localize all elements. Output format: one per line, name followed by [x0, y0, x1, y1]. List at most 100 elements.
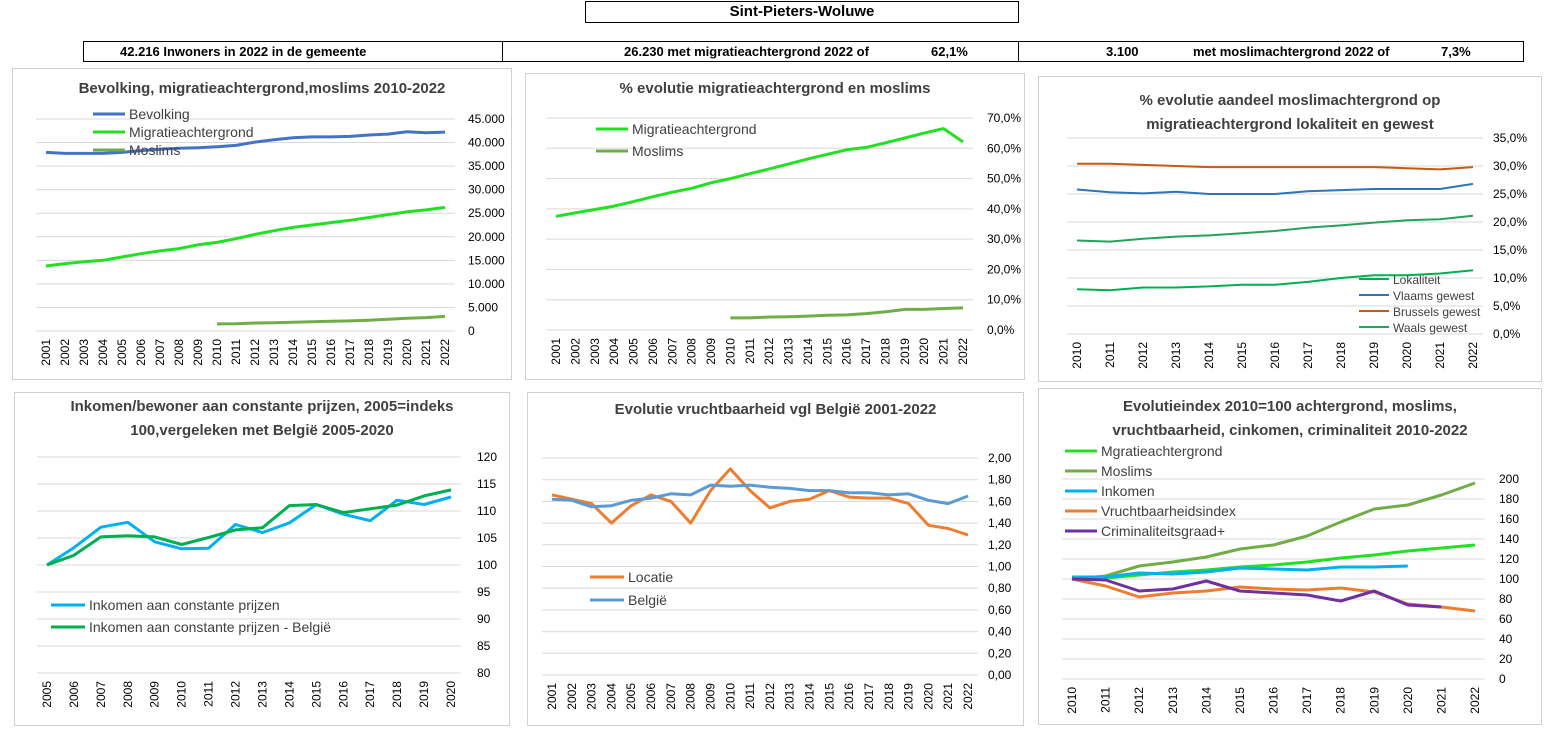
y-tick-label: 10.000 [468, 277, 505, 291]
y-tick-label: 85 [477, 639, 491, 653]
y-tick-label: 40.000 [468, 136, 505, 150]
y-tick-label: 0,80 [988, 581, 1012, 595]
x-tick-label: 2015 [309, 681, 323, 708]
moslim-pct: 7,3% [1441, 44, 1471, 59]
y-tick-label: 0,60 [988, 603, 1012, 617]
x-tick-label: 2021 [419, 339, 433, 366]
x-tick-label: 2014 [1202, 342, 1216, 369]
y-tick-label: 140 [1499, 532, 1519, 546]
y-tick-label: 110 [477, 504, 496, 518]
y-tick-label: 20.000 [468, 230, 505, 244]
x-tick-label: 2020 [1400, 342, 1414, 369]
y-tick-label: 60,0% [987, 141, 1021, 155]
y-tick-label: 30,0% [987, 232, 1021, 246]
legend-label: Inkomen aan constante prijzen - België [89, 619, 331, 635]
x-tick-label: 2014 [803, 683, 817, 710]
y-tick-label: 1,00 [988, 560, 1012, 574]
x-tick-label: 2013 [1169, 342, 1183, 369]
x-tick-label: 2021 [1433, 342, 1447, 369]
x-tick-label: 2004 [96, 339, 110, 366]
x-tick-label: 2022 [956, 338, 970, 365]
y-tick-label: 20 [1499, 652, 1513, 666]
chart-vruchtbaarheid: 0,00 0,20 0,40 0,60 0,80 1,00 1,20 1,40 1,60 1,80… [542, 451, 1012, 710]
y-tick-label: 40,0% [987, 202, 1021, 216]
y-tick-label: 105 [477, 531, 497, 545]
x-tick-label: 2017 [862, 683, 876, 710]
x-tick-label: 2020 [1401, 687, 1415, 714]
x-tick-label: 2019 [902, 683, 916, 710]
x-tick-label: 2013 [782, 338, 796, 365]
x-tick-label: 2016 [842, 683, 856, 710]
x-tick-label: 2021 [941, 683, 955, 710]
x-tick-label: 2012 [248, 339, 262, 366]
y-tick-label: 30,0% [1493, 159, 1527, 173]
y-tick-label: 15.000 [468, 253, 505, 267]
x-tick-label: 2007 [153, 339, 167, 366]
x-tick-label: 2021 [1434, 687, 1448, 714]
y-tick-label: 0,00 [988, 668, 1012, 682]
x-tick-label: 2018 [362, 339, 376, 366]
x-tick-label: 2005 [115, 339, 129, 366]
x-tick-label: 2018 [878, 338, 892, 365]
y-tick-label: 20,0% [987, 262, 1021, 276]
chart-title: % evolutie migratieachtergrond en moslim… [619, 80, 931, 97]
x-tick-label: 2006 [646, 338, 660, 365]
series-line [46, 488, 452, 567]
x-tick-label: 2014 [282, 681, 296, 708]
x-tick-label: 2004 [604, 683, 618, 710]
chart-title: Evolutie vruchtbaarheid vgl België 2001-… [614, 401, 937, 418]
chart-aandeel-moslim: 0,0% 5,0% 10,0% 15,0% 20,0% 25,0% 30,0% 35,0% 20… [1067, 131, 1527, 369]
x-tick-label: 2015 [1235, 342, 1249, 369]
x-tick-label: 2011 [743, 683, 757, 709]
x-tick-label: 2009 [703, 683, 717, 710]
legend-label: Lokaliteit [1393, 273, 1441, 287]
y-tick-label: 5,0% [1493, 299, 1521, 313]
y-tick-label: 35,0% [1493, 131, 1527, 145]
y-tick-label: 1,60 [988, 494, 1012, 508]
x-tick-label: 2002 [568, 338, 582, 365]
x-tick-label: 2016 [336, 681, 350, 708]
y-tick-label: 0,20 [988, 646, 1012, 660]
series-line [1071, 577, 1442, 609]
y-tick-label: 10,0% [987, 293, 1021, 307]
x-tick-label: 2005 [624, 683, 638, 710]
x-tick-label: 2008 [685, 338, 699, 365]
x-tick-label: 2008 [684, 683, 698, 710]
y-tick-label: 35.000 [468, 159, 505, 173]
y-tick-label: 20,0% [1493, 215, 1527, 229]
x-tick-label: 2010 [175, 681, 189, 708]
y-tick-label: 115 [477, 477, 496, 491]
info-bar: 42.216 Inwoners in 2022 in de gemeente 2… [83, 41, 1524, 62]
x-tick-label: 2012 [763, 683, 777, 710]
x-tick-label: 2011 [202, 681, 216, 707]
y-tick-label: 25,0% [1493, 187, 1527, 201]
x-tick-label: 2014 [801, 338, 815, 365]
x-tick-label: 2014 [1199, 687, 1213, 714]
y-tick-label: 180 [1499, 492, 1519, 506]
x-tick-label: 2019 [898, 338, 912, 365]
migratie-text: 26.230 met migratieachtergrond 2022 of [624, 44, 869, 59]
legend-label: Criminaliteitsgraad+ [1101, 523, 1225, 539]
info-divider [502, 42, 503, 61]
series-line [1076, 182, 1474, 195]
y-tick-label: 200 [1499, 472, 1519, 486]
x-tick-label: 2018 [390, 681, 404, 708]
x-tick-label: 2016 [1268, 342, 1282, 369]
x-tick-label: 2020 [921, 683, 935, 710]
y-tick-label: 60 [1499, 612, 1513, 626]
y-tick-label: 80 [477, 666, 491, 680]
y-tick-label: 0,0% [1493, 327, 1521, 341]
y-tick-label: 70,0% [987, 111, 1021, 125]
x-tick-label: 2011 [1099, 687, 1113, 713]
x-tick-label: 2001 [545, 683, 559, 710]
legend-label: Inkomen aan constante prijzen [89, 597, 280, 613]
x-tick-label: 2014 [286, 339, 300, 366]
y-tick-label: 100 [1499, 572, 1519, 586]
chart-title: Bevolking, migratieachtergrond,moslims 2… [78, 80, 446, 97]
chart-panel-bevolking: Bevolking, migratieachtergrond,moslims 2… [12, 68, 512, 380]
series-line [45, 130, 446, 155]
legend-label: Brussels gewest [1393, 305, 1481, 319]
x-tick-label: 2003 [588, 338, 602, 365]
x-tick-label: 2001 [39, 339, 53, 366]
x-tick-label: 2013 [1166, 687, 1180, 714]
